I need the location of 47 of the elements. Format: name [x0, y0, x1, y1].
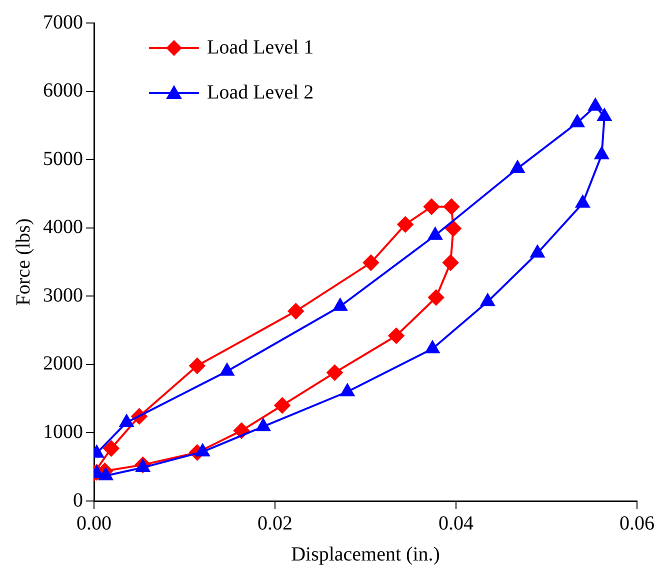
- x-tick-label: 0.02: [258, 512, 292, 534]
- point: [442, 254, 459, 271]
- point: [480, 294, 495, 306]
- x-axis-title: Displacement (in.): [291, 543, 440, 566]
- x-tick-label: 0.06: [620, 512, 654, 534]
- point: [594, 146, 609, 160]
- y-tick-label: 5000: [43, 148, 83, 170]
- point: [424, 198, 440, 215]
- point: [103, 440, 120, 456]
- point: [530, 245, 545, 258]
- point: [256, 418, 270, 432]
- y-tick-label: 4000: [43, 216, 83, 238]
- point: [189, 358, 206, 374]
- point: [362, 254, 379, 271]
- point: [274, 397, 290, 414]
- point: [428, 290, 444, 306]
- point: [588, 98, 602, 111]
- point: [576, 195, 590, 208]
- point: [136, 460, 150, 472]
- y-tick-label: 7000: [43, 11, 83, 34]
- point: [120, 414, 134, 427]
- y-tick-label: 0: [73, 489, 83, 512]
- point: [428, 227, 442, 240]
- point: [288, 303, 304, 320]
- point: [425, 340, 440, 354]
- point: [597, 108, 612, 122]
- x-tick-label: 0.00: [76, 512, 112, 534]
- point: [570, 114, 584, 128]
- x-tick-label: 0.04: [438, 512, 474, 534]
- point: [333, 298, 348, 311]
- point: [510, 160, 525, 173]
- point: [388, 328, 404, 344]
- y-tick-label: 2000: [43, 352, 83, 375]
- point: [397, 216, 414, 232]
- point: [196, 444, 210, 456]
- point: [220, 363, 234, 376]
- point: [445, 220, 462, 237]
- legend-label: Load Level 2: [207, 81, 314, 104]
- point: [234, 422, 250, 439]
- point: [340, 384, 354, 396]
- y-tick-label: 1000: [43, 420, 83, 443]
- y-axis-title: Force (lbs): [12, 218, 34, 306]
- point: [326, 364, 343, 381]
- y-tick-label: 6000: [43, 80, 83, 102]
- y-tick-label: 3000: [43, 284, 83, 306]
- legend-label: Load Level 1: [207, 36, 314, 58]
- point: [443, 198, 460, 215]
